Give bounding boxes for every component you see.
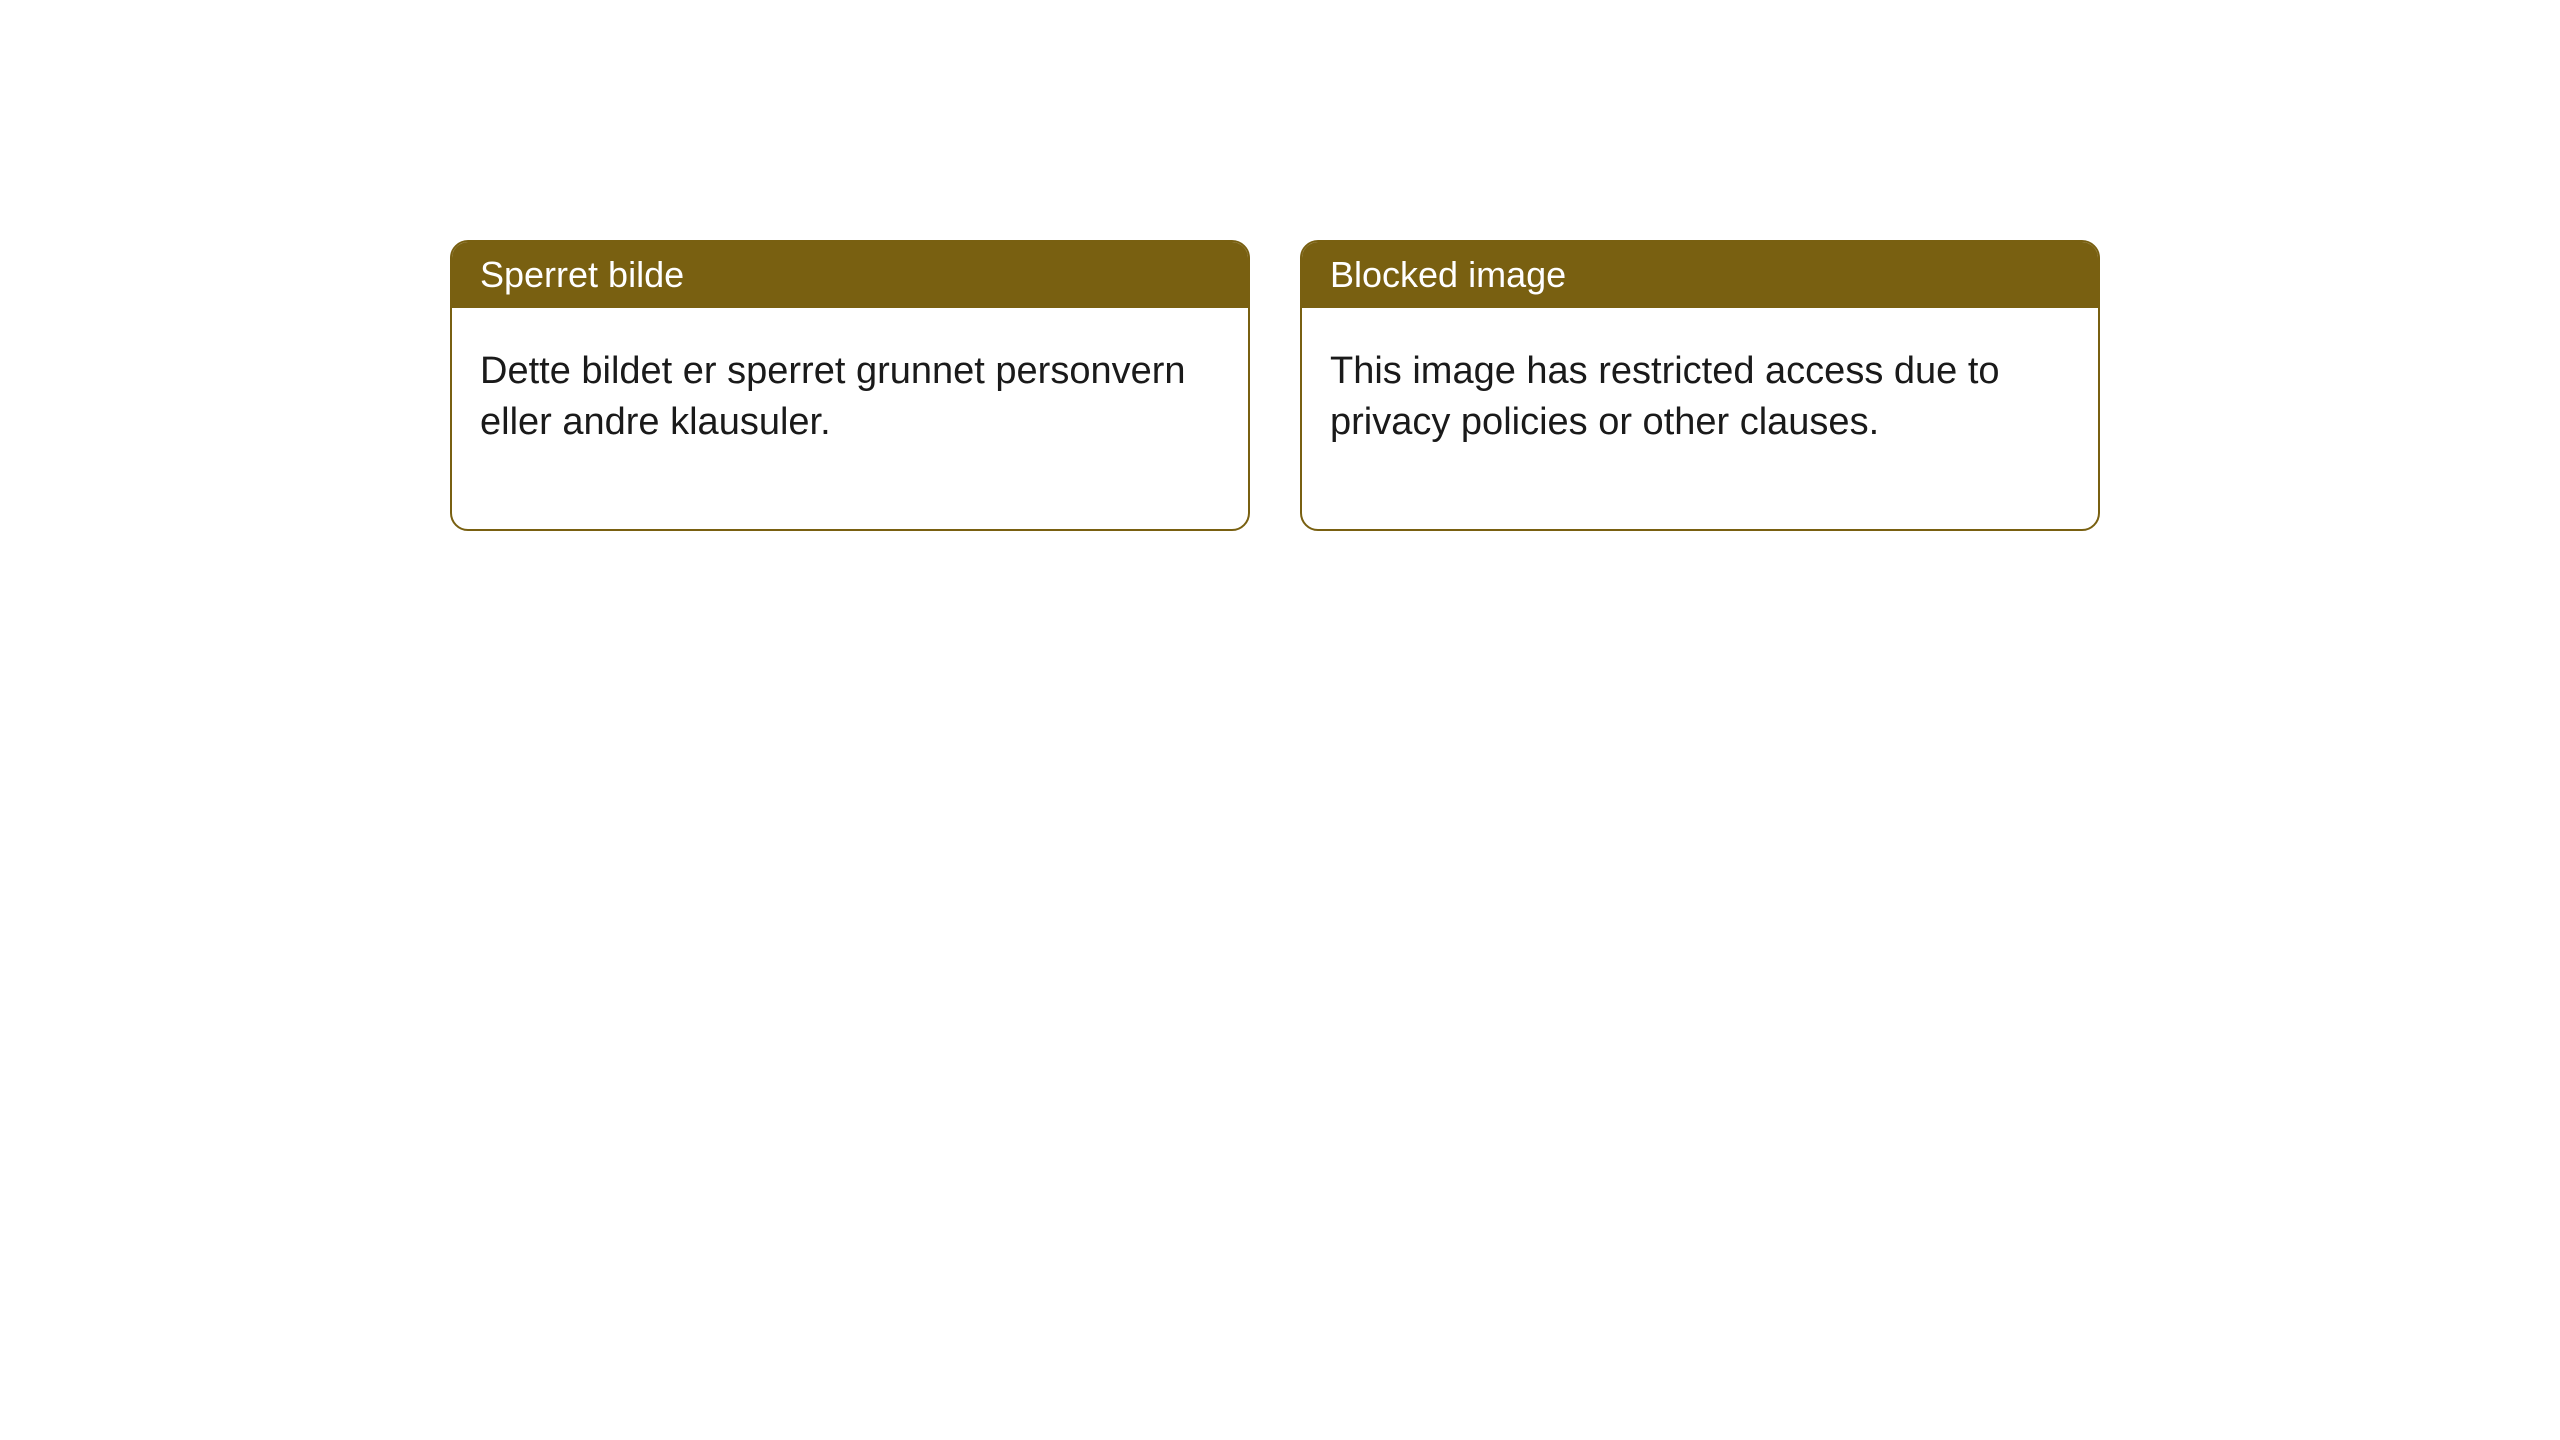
notice-title-no: Sperret bilde bbox=[480, 254, 684, 295]
notice-container: Sperret bilde Dette bildet er sperret gr… bbox=[450, 240, 2100, 531]
notice-body-no: Dette bildet er sperret grunnet personve… bbox=[452, 308, 1248, 529]
notice-title-en: Blocked image bbox=[1330, 254, 1566, 295]
notice-header-en: Blocked image bbox=[1302, 242, 2098, 308]
notice-header-no: Sperret bilde bbox=[452, 242, 1248, 308]
notice-card-no: Sperret bilde Dette bildet er sperret gr… bbox=[450, 240, 1250, 531]
notice-text-en: This image has restricted access due to … bbox=[1330, 350, 2000, 443]
notice-body-en: This image has restricted access due to … bbox=[1302, 308, 2098, 529]
notice-text-no: Dette bildet er sperret grunnet personve… bbox=[480, 350, 1186, 443]
notice-card-en: Blocked image This image has restricted … bbox=[1300, 240, 2100, 531]
